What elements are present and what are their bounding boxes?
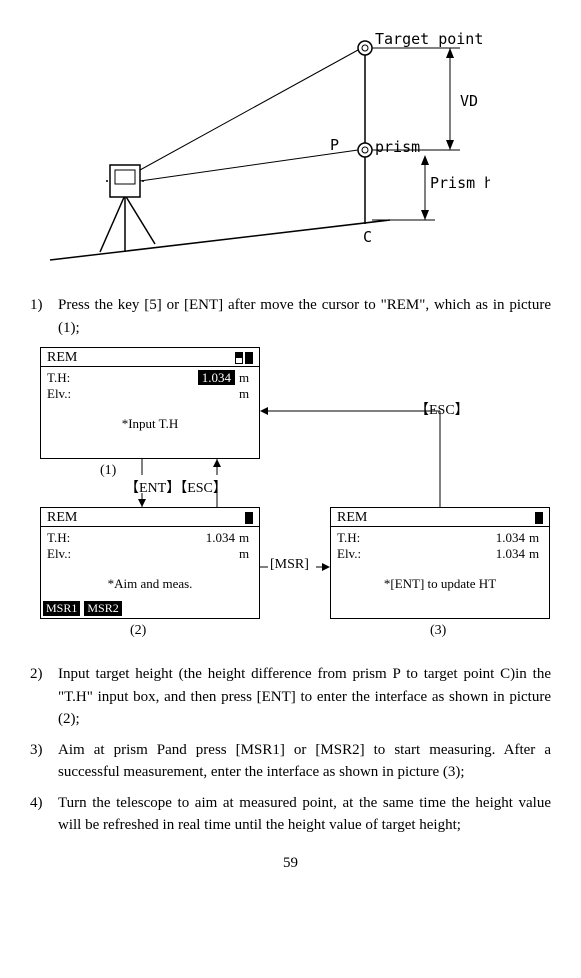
screen3-caption: (3) bbox=[430, 623, 446, 639]
screen1-icons bbox=[235, 352, 253, 364]
screen2-caption: (2) bbox=[130, 623, 146, 639]
survey-diagram: Target point VD P prism Prism height C bbox=[30, 20, 490, 275]
arrow-2-to-3 bbox=[260, 561, 330, 573]
instruction-1: 1)Press the key [5] or [ENT] after move … bbox=[30, 294, 551, 339]
screen1-unit2: m bbox=[239, 386, 253, 402]
screen3-title: REM bbox=[337, 510, 367, 526]
instr2-text: Input target height (the height differen… bbox=[58, 666, 551, 727]
screen2-hint: *Aim and meas. bbox=[47, 576, 253, 592]
label-c: C bbox=[363, 228, 372, 246]
battery-icon bbox=[535, 512, 543, 524]
screen2-unit2: m bbox=[239, 546, 253, 562]
msr1-key[interactable]: MSR1 bbox=[43, 601, 80, 616]
screen2-title: REM bbox=[47, 510, 77, 526]
screen3-icons bbox=[535, 512, 543, 524]
arrow-2-to-1 bbox=[210, 459, 224, 507]
battery-icon bbox=[245, 512, 253, 524]
screen3-unit1: m bbox=[529, 530, 543, 546]
screen3-elv-label: Elv.: bbox=[337, 546, 377, 562]
instr1-text: Press the key [5] or [ENT] after move th… bbox=[58, 297, 551, 336]
screen1-title: REM bbox=[47, 350, 77, 366]
arrow-1-to-2 bbox=[135, 459, 149, 507]
instr3-text: Aim at prism Pand press [MSR1] or [MSR2]… bbox=[58, 742, 551, 781]
screen2-th-label: T.H: bbox=[47, 530, 87, 546]
label-prism-height: Prism height bbox=[430, 174, 490, 192]
screen2-elv-label: Elv.: bbox=[47, 546, 87, 562]
status-icon bbox=[235, 352, 243, 364]
screen3-elv-value: 1.034 bbox=[377, 546, 529, 562]
screen1-th-value[interactable]: 1.034 bbox=[198, 370, 235, 385]
screen-2: REM T.H: 1.034 m Elv.: m *Aim and meas. … bbox=[40, 507, 260, 619]
screen1-caption: (1) bbox=[100, 463, 116, 479]
instr1-num: 1) bbox=[30, 294, 58, 317]
screen2-icons bbox=[245, 512, 253, 524]
screen2-th-value: 1.034 bbox=[87, 530, 239, 546]
instr4-text: Turn the telescope to aim at measured po… bbox=[58, 795, 551, 834]
screen1-elv-label: Elv.: bbox=[47, 386, 87, 402]
instr3-num: 3) bbox=[30, 739, 58, 762]
screen3-th-value: 1.034 bbox=[377, 530, 529, 546]
screen3-unit2: m bbox=[529, 546, 543, 562]
page-number: 59 bbox=[30, 855, 551, 872]
screen2-unit1: m bbox=[239, 530, 253, 546]
screen1-hint: *Input T.H bbox=[47, 416, 253, 432]
instr4-num: 4) bbox=[30, 792, 58, 815]
instruction-3: 3)Aim at prism Pand press [MSR1] or [MSR… bbox=[30, 739, 551, 784]
msr2-key[interactable]: MSR2 bbox=[84, 601, 121, 616]
screen3-hint: *[ENT] to update HT bbox=[337, 576, 543, 592]
instruction-2: 2)Input target height (the height differ… bbox=[30, 663, 551, 731]
screen-1: REM T.H: 1.034 m Elv.: m *Input T.H bbox=[40, 347, 260, 459]
instruction-4: 4)Turn the telescope to aim at measured … bbox=[30, 792, 551, 837]
screen-3: REM T.H: 1.034 m Elv.: 1.034 m *[ENT] to… bbox=[330, 507, 550, 619]
label-vd: VD bbox=[460, 92, 478, 110]
screen1-unit1: m bbox=[239, 370, 253, 386]
label-target-point: Target point bbox=[375, 30, 483, 48]
screen1-th-label: T.H: bbox=[47, 370, 87, 386]
screen-flow: REM T.H: 1.034 m Elv.: m *Input T.H (1) … bbox=[30, 347, 550, 657]
label-prism: prism bbox=[375, 138, 420, 156]
instr2-num: 2) bbox=[30, 663, 58, 686]
battery-icon bbox=[245, 352, 253, 364]
screen3-th-label: T.H: bbox=[337, 530, 377, 546]
arrow-3-to-1 bbox=[260, 405, 450, 510]
label-p: P bbox=[330, 136, 339, 154]
